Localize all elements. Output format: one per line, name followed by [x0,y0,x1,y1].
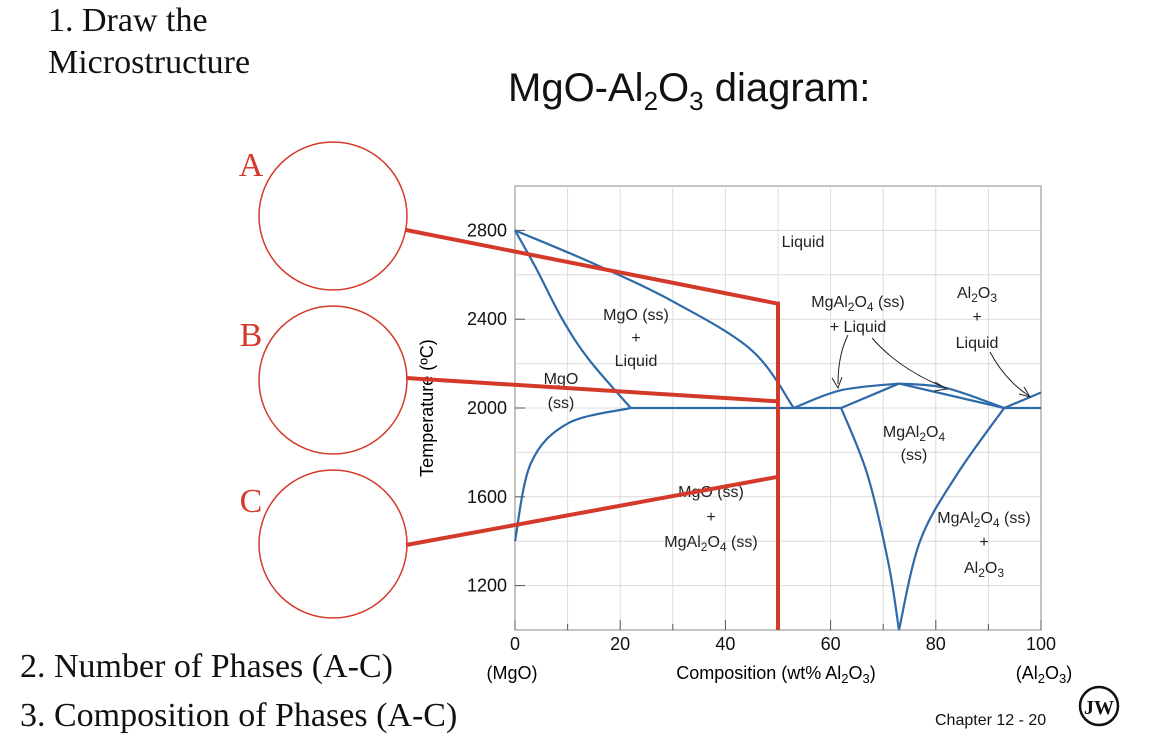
curve-solidus-spinel-left [840,382,900,410]
curve-liquidus-spinel-right [898,382,1005,410]
svg-text:JW: JW [1084,697,1114,719]
region-spinel-liquid-2: + Liquid [830,319,887,336]
x-axis-right-label: (Al2O3) [1016,663,1072,686]
x-axis-label: Composition (wt% Al2O3) [676,663,876,686]
x-tick-label: 60 [821,634,841,654]
curve-solvus-spinel-left [840,407,901,631]
region-mgo-spinel-2: + [706,509,715,526]
curve-solvus-spinel-right [897,407,1006,631]
curve-liquidus-al2o3 [1003,391,1042,410]
heading-line2: Microstructure [48,44,251,81]
x-tick-label: 80 [926,634,946,654]
region-spinel-al2o3-1: MgAl2O4 (ss) [937,510,1030,530]
region-spinel-1: MgAl2O4 [883,424,946,444]
y-tick-label: 2000 [467,398,507,418]
y-tick-label: 1200 [467,576,507,596]
arrow-1 [837,334,849,385]
leader-line-b [405,376,779,404]
leader-line-a [405,228,779,306]
y-tick-label: 2400 [467,309,507,329]
circle-label-c: C [240,483,263,520]
slide-heading: 1. Draw the Microstructure [48,0,250,84]
curve-liquidus-spinel-left [793,382,900,410]
label-arrows [831,334,1032,398]
x-axis-left-label: (MgO) [487,663,538,683]
curve-solidus-spinel-right [898,382,1005,410]
chapter-footer: Chapter 12 - 20 [935,712,1047,729]
region-mgo-ss-2: (ss) [548,395,575,412]
circle-c[interactable] [258,469,408,619]
arrow-3 [989,351,1030,397]
arrowhead-2 [933,381,949,392]
region-spinel-al2o3-3: Al2O3 [964,560,1004,580]
question-3: 3. Composition of Phases (A-C) [20,697,458,734]
circle-label-a: A [239,147,264,184]
region-spinel-liquid-1: MgAl2O4 (ss) [811,294,904,314]
axis-ticks: 0 20 40 60 80 100 1200 1600 2000 2400 2800 [467,220,1056,654]
question-2: 2. Number of Phases (A-C) [20,648,393,685]
region-spinel-al2o3-2: + [979,534,988,551]
arrowhead-1 [831,376,843,390]
diagram-title: MgO-Al2O3 diagram: [508,66,871,116]
region-mgo-ss-1: MgO [544,371,579,388]
region-mgo-liquid-3: Liquid [615,353,658,370]
y-tick-label: 2800 [467,220,507,240]
region-spinel-2: (ss) [901,447,928,464]
x-tick-label: 20 [610,634,630,654]
circle-label-b: B [240,317,263,354]
leader-line-c [405,474,779,547]
publisher-logo: JW [1078,685,1120,727]
region-al2o3-liquid-1: Al2O3 [957,285,997,305]
region-al2o3-liquid-2: + [972,309,981,326]
region-labels: Liquid MgO (ss) + Liquid MgO (ss) MgO (s… [544,234,1031,580]
region-mgo-liquid-1: MgO (ss) [603,307,669,324]
x-tick-label: 40 [715,634,735,654]
region-mgo-liquid-2: + [631,330,640,347]
circle-b[interactable] [258,305,408,455]
region-al2o3-liquid-3: Liquid [956,335,999,352]
y-axis-label: Temperature (ºC) [417,339,437,477]
curve-liquidus-mgo [514,229,795,409]
annotation-lines [405,228,780,630]
heading-line1: 1. Draw the [48,2,208,39]
curve-solvus-mgo [513,406,631,542]
circle-a[interactable] [258,141,408,291]
region-mgo-spinel-3: MgAl2O4 (ss) [664,534,757,554]
y-tick-label: 1600 [467,487,507,507]
x-tick-label: 100 [1026,634,1056,654]
region-liquid: Liquid [782,234,825,251]
phase-boundaries [513,229,1042,631]
x-tick-label: 0 [510,634,520,654]
arrowhead-3 [1018,386,1032,398]
region-mgo-spinel-1: MgO (ss) [678,484,744,501]
arrow-2 [871,337,947,389]
microstructure-circles: A B C [239,141,408,619]
